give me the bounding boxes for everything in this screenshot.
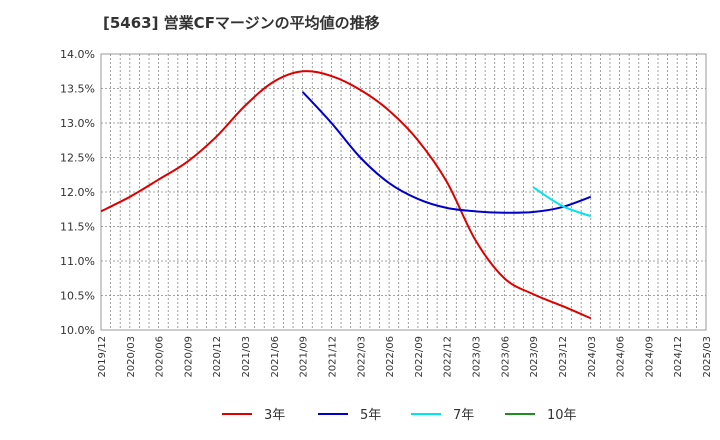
- x-tick-label: 2023/09: [529, 336, 540, 378]
- y-tick-label: 10.5%: [60, 290, 95, 303]
- series-line-2: [301, 91, 592, 214]
- y-tick-label: 13.5%: [60, 83, 95, 96]
- x-tick-label: 2024/06: [616, 336, 627, 378]
- legend-label: 3年: [264, 408, 285, 423]
- series-lines: [100, 70, 592, 320]
- x-tick-label: 2020/03: [126, 336, 137, 378]
- y-tick-label: 11.5%: [60, 221, 95, 234]
- x-tick-label: 2022/06: [385, 336, 396, 378]
- x-tick-label: 2021/09: [299, 336, 310, 378]
- chart-title: [5463] 営業CFマージンの平均値の推移: [103, 14, 380, 32]
- x-tick-label: 2025/03: [702, 336, 713, 378]
- y-tick-label: 14.0%: [60, 48, 95, 61]
- x-tick-label: 2023/06: [500, 336, 511, 378]
- x-tick-label: 2020/09: [183, 336, 194, 378]
- series-line-1: [100, 70, 592, 320]
- legend-label: 10年: [547, 408, 577, 423]
- series-line-3: [532, 186, 592, 218]
- x-tick-label: 2021/06: [270, 336, 281, 378]
- x-tick-label: 2021/03: [241, 336, 252, 378]
- x-tick-label: 2020/06: [155, 336, 166, 378]
- x-tick-label: 2020/12: [212, 336, 223, 378]
- legend-label: 7年: [453, 408, 474, 423]
- x-tick-label: 2023/03: [472, 336, 483, 378]
- x-tick-label: 2022/09: [414, 336, 425, 378]
- x-tick-label: 2021/12: [327, 336, 338, 378]
- grid: [101, 54, 706, 330]
- y-tick-label: 12.0%: [60, 186, 95, 199]
- x-tick-label: 2023/12: [558, 336, 569, 378]
- x-tick-label: 2024/12: [673, 336, 684, 378]
- legend-label: 5年: [360, 408, 381, 423]
- x-tick-label: 2024/09: [644, 336, 655, 378]
- x-tick-label: 2022/03: [356, 336, 367, 378]
- y-tick-label: 10.0%: [60, 324, 95, 337]
- y-tick-label: 11.0%: [60, 255, 95, 268]
- y-axis: 14.0% 13.5% 13.0% 12.5% 12.0% 11.5% 11.0% 10.5%…: [60, 48, 95, 337]
- y-tick-label: 13.0%: [60, 117, 95, 130]
- x-tick-label: 2024/03: [587, 336, 598, 378]
- x-tick-label: 2022/12: [443, 336, 454, 378]
- x-tick-label: 2019/12: [97, 336, 108, 378]
- y-tick-label: 12.5%: [60, 152, 95, 165]
- x-axis: 2019/12 2020/03 2020/06 2020/09 2020/12 2021/…: [97, 336, 713, 378]
- legend: 3年 5年 7年 10年: [222, 408, 577, 423]
